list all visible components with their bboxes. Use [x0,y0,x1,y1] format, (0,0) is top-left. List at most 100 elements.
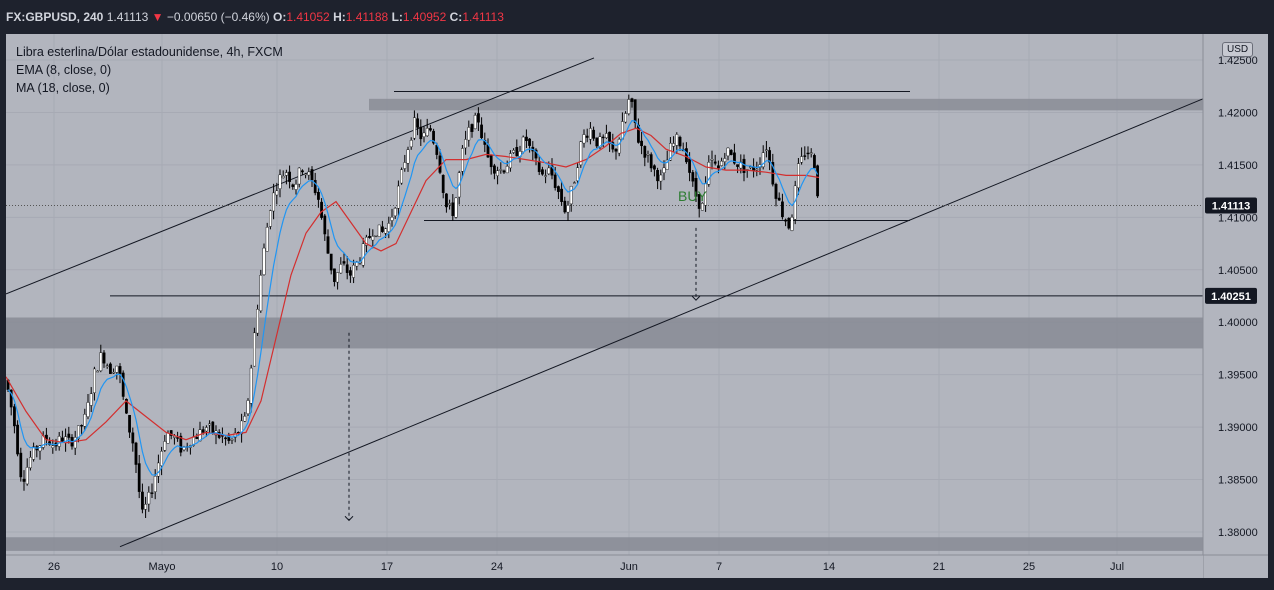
y-tick-label: 1.42500 [1218,55,1258,67]
candle-body [310,169,314,181]
candle-body [643,146,647,158]
candle-body [480,124,483,139]
candle-body [736,164,740,167]
x-tick-label: 10 [271,561,283,573]
candle-body [688,158,692,173]
candle-body [589,128,592,140]
candle-body [301,170,304,173]
quote-line: FX:GBPUSD, 240 1.41113 ▼ −0.00650 (−0.46… [6,10,504,24]
candle-body [422,132,426,137]
last-price: 1.41113 [106,10,149,24]
candle-body [150,492,154,494]
legend-ema[interactable]: EMA (8, close, 0) [16,63,112,77]
symbol-label[interactable]: FX:GBPUSD, 240 [6,10,104,24]
candle-body [201,429,205,433]
price-tags: 1.41113 1.40251 [1205,197,1257,304]
candle-body [233,432,237,438]
candle-body [144,504,147,510]
legend-ma[interactable]: MA (18, close, 0) [16,81,110,95]
currency-badge[interactable]: USD [1222,42,1254,57]
price-chart[interactable]: BUY 1.425001.420001.415001.410001.405001… [6,34,1268,578]
candle-body [617,139,621,154]
time-axis[interactable] [6,555,1203,578]
candle-body [243,415,247,422]
candle-body [790,217,794,231]
candle-body [678,136,682,147]
candle-body [649,154,653,169]
candle-body [685,148,688,163]
candle-body [710,159,714,161]
candle-body [512,150,515,153]
candle-body [729,149,733,155]
candle-body [153,476,157,493]
candle-body [505,165,509,174]
candle-body [176,437,179,439]
high-label: H: [333,10,346,24]
candle-body [525,136,528,142]
candle-body [451,202,455,216]
candle-body [381,226,384,232]
candle-body [29,457,32,469]
candle-body [342,261,346,264]
candle-body [723,158,727,162]
candle-body [278,174,282,189]
buy-annotation: BUY [678,188,707,204]
candle-body [92,368,96,393]
candle-body [592,129,596,139]
x-tick-label: 25 [1023,561,1035,573]
legend-title[interactable]: Libra esterlina/Dólar estadounidense, 4h… [16,45,283,59]
candle-body [720,160,724,166]
candle-body [230,439,234,441]
down-arrow-icon: ▼ [151,10,164,24]
candle-body [493,165,496,174]
candle-body [76,425,80,440]
candle-body [563,200,567,213]
candle-body [489,155,493,168]
candle-body [579,141,583,166]
candle-body [112,372,116,374]
candle-body [499,169,503,171]
candle-body [697,194,701,209]
candle-body [349,270,352,276]
candle-body [22,478,26,482]
x-tick-label: 7 [716,561,722,573]
candle-body [761,152,765,168]
candle-body [160,451,163,466]
candle-body [717,165,720,169]
y-tick-label: 1.41000 [1218,212,1258,224]
y-tick-label: 1.38500 [1218,475,1258,487]
candle-body [326,236,330,254]
candle-body [371,236,375,241]
candle-body [656,170,660,182]
low-label: L: [391,10,403,24]
y-tick-label: 1.40500 [1218,265,1258,277]
candle-body [336,272,339,283]
candle-body [304,173,307,176]
candle-body [544,175,548,177]
candle-body [701,203,704,211]
candle-body [368,236,371,238]
candle-body [131,432,135,444]
chart-legend: Libra esterlina/Dólar estadounidense, 4h… [16,43,283,97]
candle-body [397,185,400,209]
candle-body [547,167,551,175]
candle-body [755,168,759,171]
candle-body [256,309,259,334]
candle-body [361,243,365,266]
candle-body [384,228,387,234]
candle-body [285,172,288,176]
symbol-header-bar: FX:GBPUSD, 240 1.41113 ▼ −0.00650 (−0.46… [0,0,1274,34]
candle-body [694,177,698,197]
candle-body [646,154,650,156]
x-tick-label: Jun [620,561,638,573]
candle-body [713,161,717,164]
candle-body [333,268,336,282]
candle-body [128,415,132,433]
price-tag-label: 1.41113 [1212,200,1251,212]
candle-body [118,366,122,375]
candle-body [390,216,394,221]
candle-body [595,137,599,147]
candle-body [240,420,243,435]
x-tick-label: 14 [823,561,835,573]
candle-body [416,118,419,128]
